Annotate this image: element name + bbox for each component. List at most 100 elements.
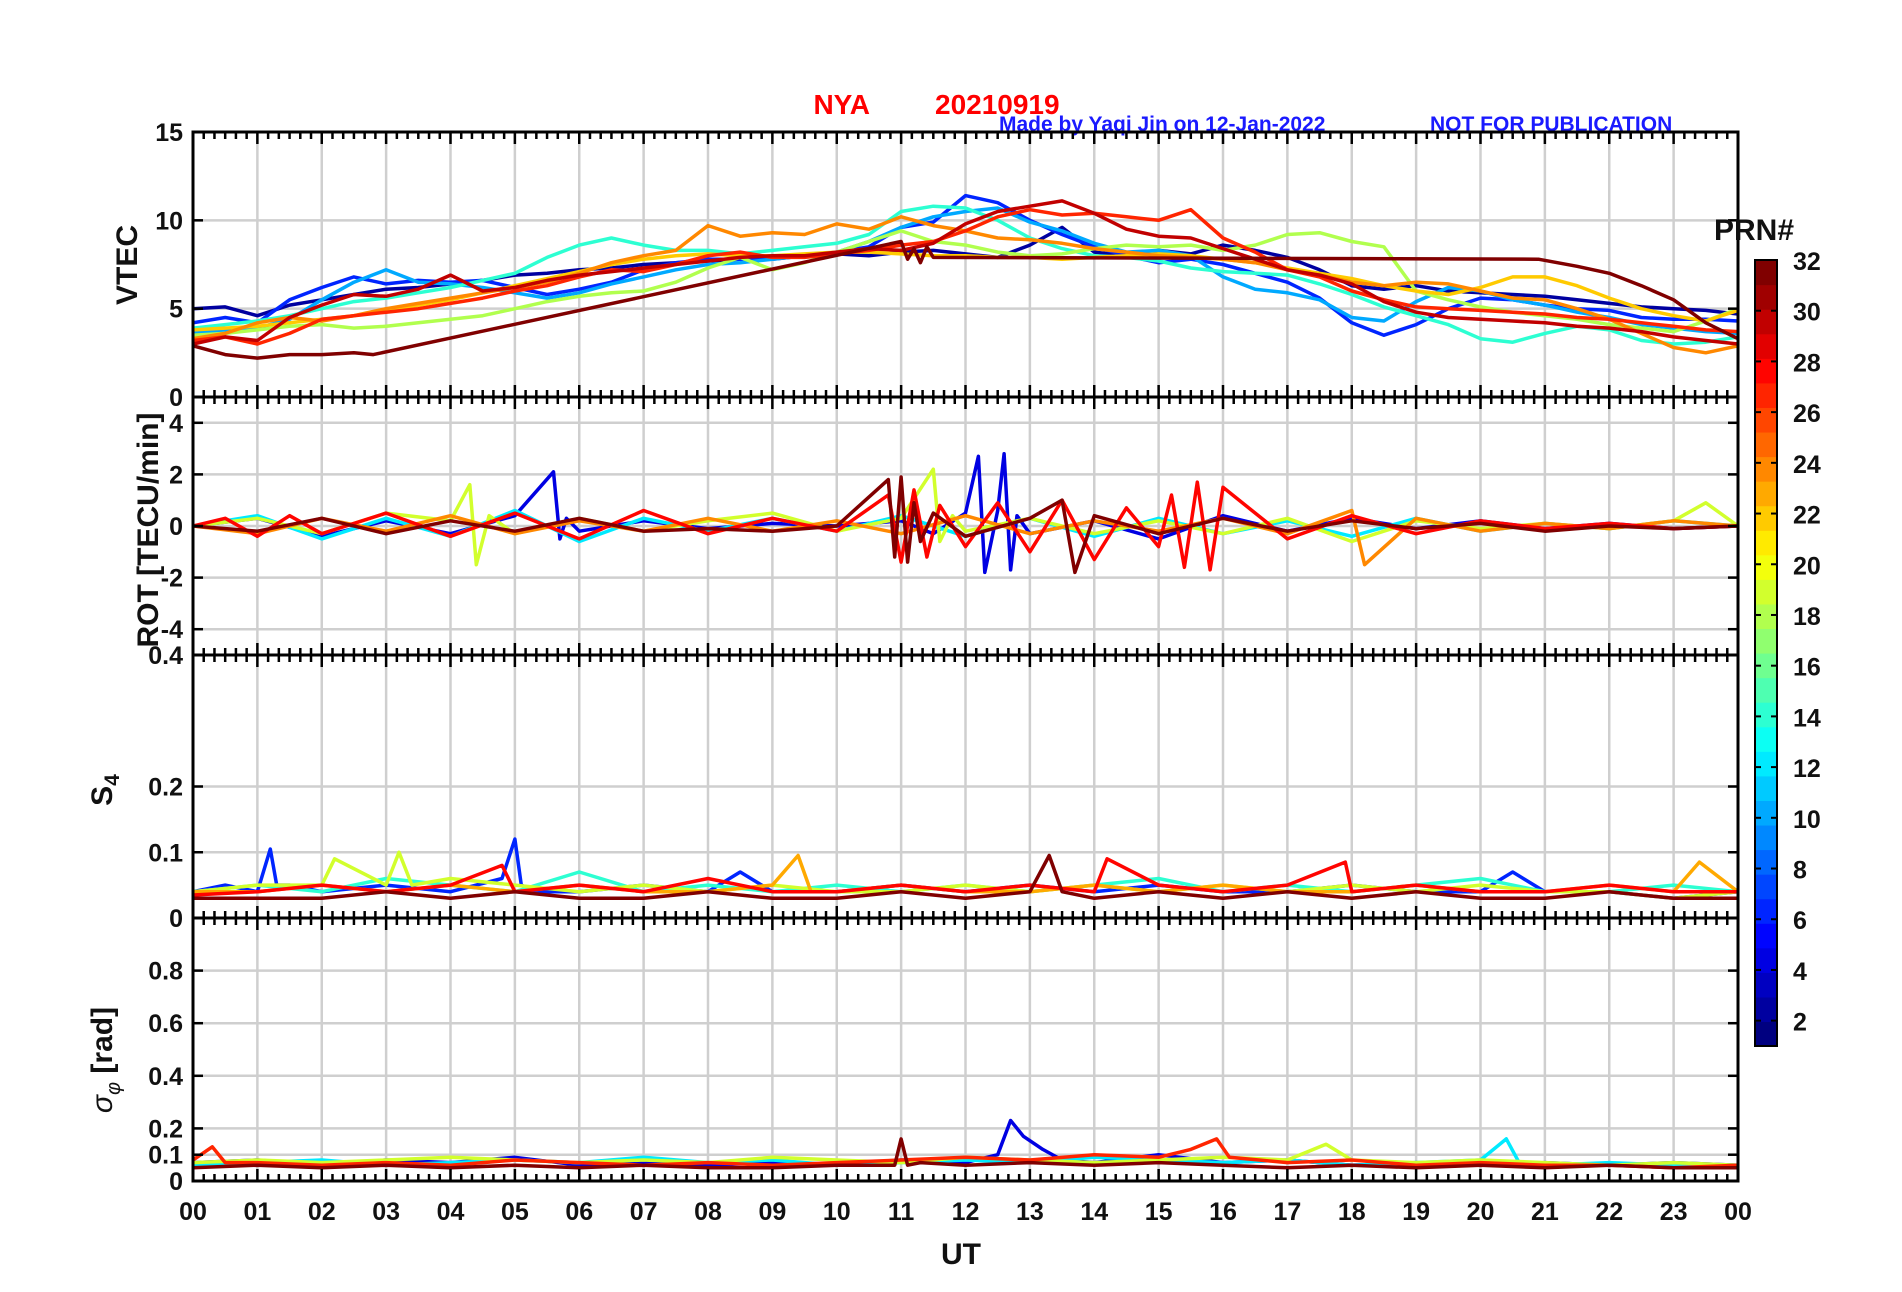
- x-tick-label: 13: [1016, 1198, 1044, 1226]
- y-tick-label: 15: [155, 119, 183, 147]
- colorbar-segment: [1755, 456, 1777, 482]
- y-tick-label: 0: [169, 1168, 183, 1196]
- colorbar-segment: [1755, 554, 1777, 580]
- colorbar-segment: [1755, 431, 1777, 458]
- y-tick-label: 0.1: [148, 1142, 183, 1170]
- colorbar-segment: [1755, 628, 1777, 654]
- y-tick-label: 0.6: [148, 1010, 183, 1038]
- y-tick-label: 2: [169, 461, 183, 489]
- y-tick-label: 0: [169, 905, 183, 933]
- vtec-ylabel: VTEC: [111, 225, 144, 305]
- colorbar-tick-label: 10: [1793, 806, 1821, 834]
- colorbar-tick-label: 8: [1793, 857, 1807, 885]
- series-group: [193, 193, 1738, 360]
- series-line-prn-30: [193, 199, 1738, 346]
- x-tick-label: 12: [952, 1198, 980, 1226]
- colorbar-tick-label: 32: [1793, 248, 1821, 276]
- x-tick-label: 00: [1724, 1198, 1752, 1226]
- series-line-prn-32: [193, 1137, 1738, 1170]
- colorbar-frame: [1754, 259, 1778, 1047]
- x-tick-label: 08: [694, 1198, 722, 1226]
- colorbar-tick-label: 4: [1793, 958, 1807, 986]
- colorbar-segment: [1755, 849, 1777, 875]
- colorbar-segment: [1755, 947, 1777, 973]
- x-tick-label: 16: [1209, 1198, 1237, 1226]
- date-title: 20210919: [935, 89, 1060, 120]
- colorbar-segment: [1755, 898, 1777, 924]
- x-tick-label: 06: [565, 1198, 593, 1226]
- series-line-prn-28: [193, 480, 1738, 572]
- x-tick-label: 22: [1595, 1198, 1623, 1226]
- series-group: [193, 452, 1738, 575]
- series-line-prn-32: [193, 853, 1738, 901]
- colorbar-segment: [1755, 358, 1777, 384]
- colorbar-segment: [1755, 481, 1777, 507]
- x-tick-label: 05: [501, 1198, 529, 1226]
- colorbar-segment: [1755, 677, 1777, 703]
- sigma-phi-ylabel: σφ [rad]: [86, 1007, 125, 1113]
- colorbar-tick-label: 12: [1793, 755, 1821, 783]
- colorbar-segment: [1755, 284, 1777, 310]
- x-tick-label: 21: [1531, 1198, 1559, 1226]
- sigma-phi-panel: 00.10.2 0.4 0.6 0.8: [148, 916, 1740, 1196]
- series-line-prn-32: [193, 239, 1738, 360]
- colorbar-segment: [1755, 775, 1777, 801]
- y-tick-label: 0.4: [148, 1063, 183, 1091]
- y-tick-label: 0: [169, 513, 183, 541]
- vtec-panel: 0 5 10 15: [155, 119, 1740, 412]
- x-tick-label: 04: [437, 1198, 465, 1226]
- colorbar-tick-label: 16: [1793, 654, 1821, 682]
- x-axis-label: UT: [941, 1238, 981, 1271]
- colorbar-segment: [1755, 505, 1777, 531]
- colorbar-segment: [1755, 923, 1777, 949]
- colorbar-segment: [1755, 1021, 1777, 1047]
- y-tick-label: 0.2: [148, 1115, 183, 1143]
- colorbar-tick-label: 6: [1793, 907, 1807, 935]
- x-tick-label: 17: [1273, 1198, 1301, 1226]
- axes-box: [191, 916, 1740, 1183]
- x-tick-label: 09: [758, 1198, 786, 1226]
- colorbar-segment: [1755, 751, 1777, 777]
- x-tick-label: 02: [308, 1198, 336, 1226]
- colorbar-segment: [1755, 530, 1777, 556]
- x-tick-label: 20: [1467, 1198, 1495, 1226]
- colorbar-tick-label: 28: [1793, 349, 1821, 377]
- colorbar-segment: [1755, 996, 1777, 1023]
- colorbar-segment: [1755, 972, 1777, 998]
- x-tick-label: 15: [1145, 1198, 1173, 1226]
- x-tick-label: 19: [1402, 1198, 1430, 1226]
- colorbar-segment: [1755, 702, 1777, 728]
- y-tick-label: 5: [169, 296, 183, 324]
- series-group: [193, 837, 1738, 901]
- y-tick-label: 0.4: [148, 642, 183, 670]
- x-tick-label: 00: [179, 1198, 207, 1226]
- x-tick-label: 07: [630, 1198, 658, 1226]
- colorbar-tick-label: 30: [1793, 299, 1821, 327]
- x-tick-label: 10: [823, 1198, 851, 1226]
- colorbar-tick-label: 2: [1793, 1009, 1807, 1037]
- x-tick-label: 01: [243, 1198, 271, 1226]
- y-tick-label: -4: [161, 616, 183, 644]
- x-tick-label: 03: [372, 1198, 400, 1226]
- colorbar-tick-label: 20: [1793, 552, 1821, 580]
- y-tick-label: 0.1: [148, 839, 183, 867]
- colorbar-segment: [1755, 579, 1777, 605]
- colorbar-tick-label: 18: [1793, 603, 1821, 631]
- credit-text: Made by Yaqi Jin on 12-Jan-2022: [999, 113, 1325, 136]
- station-title: NYA: [813, 89, 870, 120]
- colorbar-segment: [1755, 726, 1777, 752]
- x-tick-labels: 00 01 02 03 04 05 06 07 08 09 10 11 12 13 14 15 16 17 18 19…: [179, 1198, 1752, 1226]
- series-line-prn-18: [193, 229, 1738, 337]
- notice-text: NOT FOR PUBLICATION: [1430, 113, 1672, 136]
- rot-ylabel: ROT [TECU/min]: [132, 413, 165, 648]
- x-tick-label: 18: [1338, 1198, 1366, 1226]
- colorbar-segment: [1755, 333, 1777, 359]
- colorbar-segment: [1755, 603, 1777, 630]
- colorbar-tick-label: 22: [1793, 502, 1821, 530]
- colorbar-segment: [1755, 407, 1777, 433]
- colorbar-segment: [1755, 309, 1777, 335]
- colorbar-segment: [1755, 382, 1777, 408]
- colorbar-segment: [1755, 260, 1777, 286]
